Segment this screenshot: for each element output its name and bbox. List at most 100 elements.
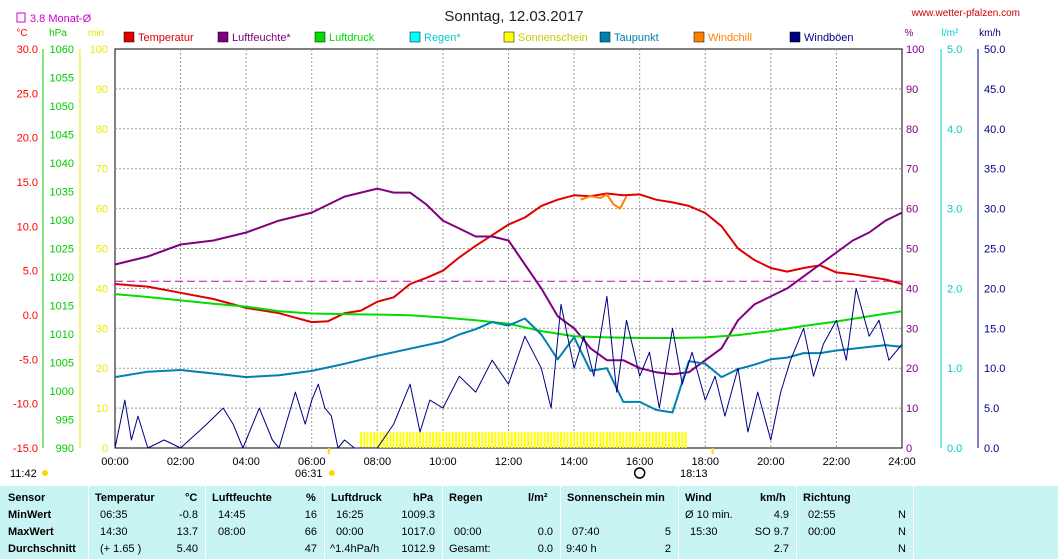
- header-rain: Regen: [449, 492, 483, 504]
- sunshine-tick-label: 20: [96, 363, 108, 375]
- wind-tick-label: 5.0: [984, 403, 999, 415]
- source-link[interactable]: www.wetter-pfalzen.com: [911, 8, 1020, 19]
- legend-swatch: [217, 31, 229, 43]
- sunshine-bar: [618, 432, 621, 448]
- wind-value: 2.7: [773, 543, 789, 555]
- sunshine-bar: [563, 432, 566, 448]
- x-tick-label: 20:00: [757, 456, 785, 468]
- sunshine-bar: [418, 432, 421, 448]
- x-tick-label: 12:00: [495, 456, 523, 468]
- temperature-tick-label: -5.0: [19, 354, 38, 366]
- sunshine-bar: [668, 432, 671, 448]
- pressure-tick-label: 1005: [50, 358, 74, 370]
- header-direction: Richtung: [803, 492, 851, 504]
- temperature-tick-label: 5.0: [23, 266, 38, 278]
- sunshine-bar: [655, 432, 658, 448]
- x-tick-label: 06:00: [298, 456, 326, 468]
- pressure-tick-label: 1025: [50, 244, 74, 256]
- header-sunshine: Sonnenschein min: [567, 492, 665, 504]
- sunshine-bar: [471, 432, 474, 448]
- sunshine-bar: [484, 432, 487, 448]
- sunshine-bar: [556, 432, 559, 448]
- sunshine-bar: [517, 432, 520, 448]
- sunshine-tick-label: 100: [90, 44, 108, 56]
- humidity-tick-label: 50: [906, 244, 918, 256]
- rain-tick-label: 5.0: [947, 44, 962, 56]
- humidity-tick-label: 80: [906, 124, 918, 136]
- temperature-tick-label: 10.0: [17, 221, 38, 233]
- sunshine-bar: [559, 432, 562, 448]
- wind-value: 4.9: [773, 509, 789, 521]
- sunshine-bar: [573, 432, 576, 448]
- sunshine-bar: [438, 432, 441, 448]
- sunshine-bar: [661, 432, 664, 448]
- header-pressure: Luftdruck: [331, 492, 382, 504]
- hum-value: 66: [304, 526, 317, 538]
- sunshine-bar: [658, 432, 661, 448]
- humidity-unit-label: %: [905, 28, 914, 39]
- temperature-tick-label: -15.0: [13, 443, 38, 455]
- sunshine-bar: [487, 432, 490, 448]
- humidity-tick-label: 100: [906, 44, 924, 56]
- wind-tick-label: 25.0: [984, 244, 1005, 256]
- wind-tick-label: 45.0: [984, 84, 1005, 96]
- sunshine-bar: [359, 432, 362, 448]
- wind-tick-label: 35.0: [984, 164, 1005, 176]
- series-line-windben: [114, 287, 903, 449]
- sunshine-tick-label: 10: [96, 403, 108, 415]
- sunshine-bar: [500, 432, 503, 448]
- header-sensor: Sensor: [8, 492, 46, 504]
- sunshine-tick-label: 50: [96, 244, 108, 256]
- sunshine-bar: [402, 432, 405, 448]
- sunrise-icon: [328, 470, 335, 476]
- sunshine-bar: [382, 432, 385, 448]
- sunshine-bar: [546, 432, 549, 448]
- sunshine-bar: [363, 432, 366, 448]
- temp-time: (+ 1.65 ): [100, 543, 142, 555]
- pressure-tick-label: 990: [56, 443, 74, 455]
- sunshine-bar: [523, 432, 526, 448]
- sunshine-bar: [674, 432, 677, 448]
- sunshine-bar: [576, 432, 579, 448]
- sun-time: 9:40 h: [566, 543, 597, 555]
- sunshine-bar: [396, 432, 399, 448]
- sunshine-bar: [625, 432, 628, 448]
- hum-time: 14:45: [218, 509, 246, 521]
- rain-tick-label: 4.0: [947, 124, 962, 136]
- sunshine-bar: [389, 432, 392, 448]
- temperature-tick-label: 25.0: [17, 88, 38, 100]
- header-wind-unit: km/h: [760, 492, 786, 504]
- sunshine-bar: [386, 432, 389, 448]
- wind-tick-label: 50.0: [984, 44, 1005, 56]
- sunshine-bar: [428, 432, 431, 448]
- legend-label: Temperatur: [138, 32, 194, 44]
- legend-label: Regen*: [424, 32, 461, 44]
- press-time: ^1.4hPa/h: [330, 543, 380, 555]
- sunset-label: 18:13: [680, 468, 708, 480]
- sunshine-bar: [530, 432, 533, 448]
- sunshine-bar: [632, 432, 635, 448]
- sunshine-bar: [464, 432, 467, 448]
- rain-time: Gesamt:: [449, 543, 491, 555]
- sunshine-bar: [648, 432, 651, 448]
- humidity-tick-label: 0: [906, 443, 912, 455]
- sunshine-bar: [507, 432, 510, 448]
- humidity-tick-label: 20: [906, 363, 918, 375]
- sunshine-bar: [645, 432, 648, 448]
- sunshine-tick-label: 70: [96, 164, 108, 176]
- sunshine-bar: [468, 432, 471, 448]
- legend-swatch: [409, 31, 421, 43]
- sunshine-bar: [373, 432, 376, 448]
- sunshine-bar: [366, 432, 369, 448]
- sunshine-bar: [474, 432, 477, 448]
- x-tick-label: 04:00: [232, 456, 260, 468]
- sunshine-bar: [566, 432, 569, 448]
- sunshine-bar: [412, 432, 415, 448]
- sunshine-bar: [602, 432, 605, 448]
- x-tick-label: 16:00: [626, 456, 654, 468]
- humidity-tick-label: 10: [906, 403, 918, 415]
- humidity-tick-label: 90: [906, 84, 918, 96]
- sunshine-tick-label: 30: [96, 323, 108, 335]
- header-humidity: Luftfeuchte: [212, 492, 272, 504]
- x-tick-label: 24:00: [888, 456, 916, 468]
